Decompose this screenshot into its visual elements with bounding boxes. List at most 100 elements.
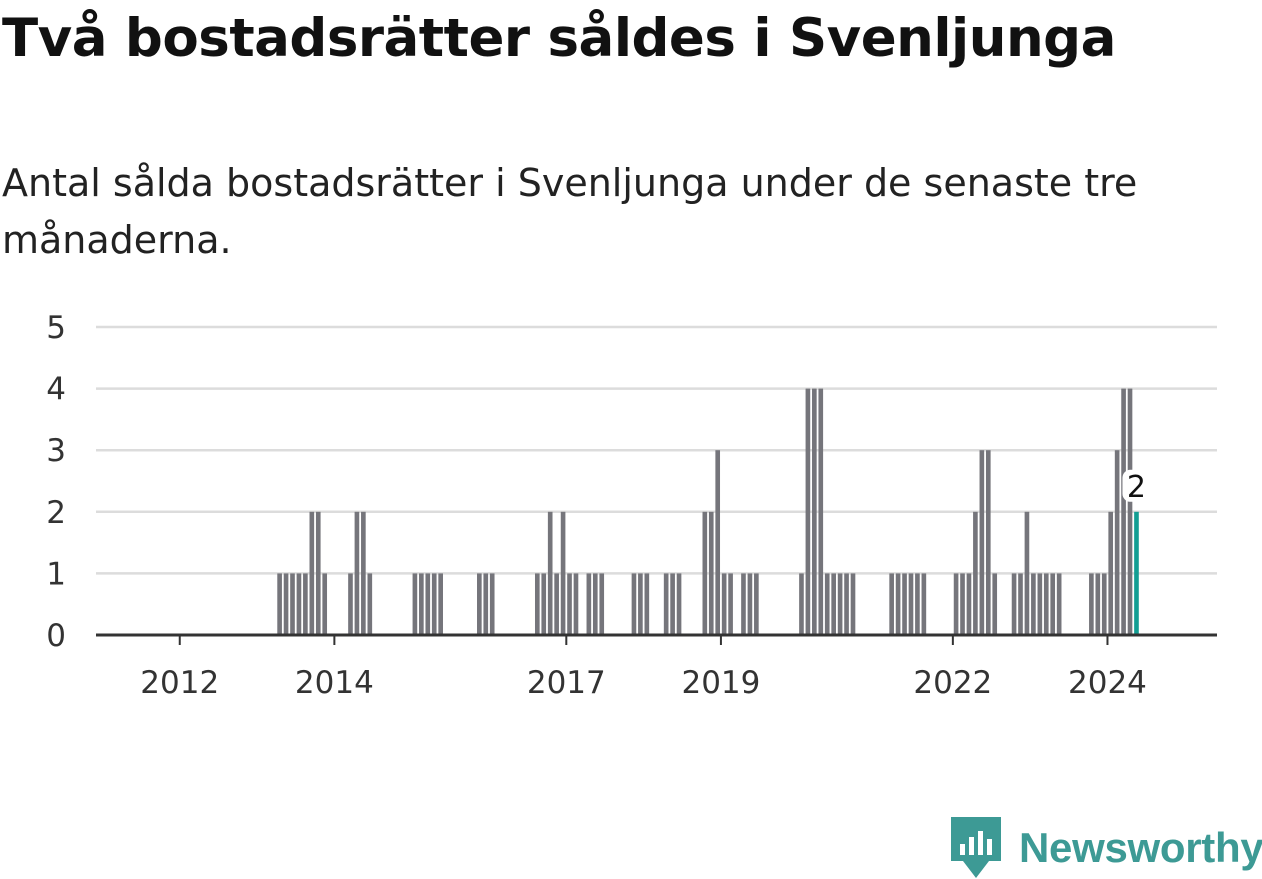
bar [586, 573, 592, 635]
bar [812, 388, 817, 635]
bar [419, 573, 424, 635]
bar [277, 573, 282, 635]
bar [309, 511, 315, 635]
bar [702, 511, 708, 635]
bar [915, 573, 920, 635]
x-tick-label: 2017 [527, 665, 606, 701]
bar [412, 573, 418, 635]
bar [638, 573, 643, 635]
gridlines [96, 325, 1217, 575]
brand-name: Newsworthy [1019, 824, 1262, 871]
y-tick-label: 0 [46, 618, 66, 654]
bar [837, 573, 843, 635]
highlight-label-bg [1122, 469, 1151, 502]
bar [315, 511, 321, 635]
bar [483, 573, 489, 635]
bar [992, 573, 998, 635]
bar [889, 573, 894, 635]
y-tick-label: 2 [46, 495, 66, 531]
bar [960, 573, 965, 635]
bar [425, 573, 431, 635]
bar [985, 450, 991, 635]
bar [573, 573, 579, 635]
bar [895, 573, 901, 635]
x-tick-label: 2024 [1068, 665, 1147, 701]
bar [1011, 573, 1017, 635]
bar [728, 573, 733, 635]
bar [1121, 388, 1126, 635]
bar [644, 573, 650, 635]
newsworthy-logo: Newsworthy [951, 817, 1262, 879]
bar [489, 573, 495, 635]
bars [277, 388, 1139, 635]
bar [1114, 450, 1120, 635]
bar [631, 573, 637, 635]
bar [805, 388, 811, 635]
bar [1037, 573, 1043, 635]
y-tick-label: 5 [46, 310, 66, 346]
bar [599, 573, 605, 635]
bar-highlighted [1134, 511, 1139, 635]
x-tick-label: 2019 [681, 665, 760, 701]
bar [908, 573, 914, 635]
bar [921, 573, 927, 635]
bar [844, 573, 849, 635]
bar [290, 573, 295, 635]
bar [560, 511, 566, 635]
bar [354, 511, 360, 635]
bar [367, 573, 373, 635]
bar [676, 573, 682, 635]
bar [1101, 573, 1107, 635]
bar [799, 573, 804, 635]
highlight-value-label: 2 [1127, 470, 1146, 505]
bar [1108, 511, 1114, 635]
bar [541, 573, 547, 635]
bar [296, 573, 302, 635]
bar [283, 573, 289, 635]
bar [1024, 511, 1030, 635]
bar [554, 573, 559, 635]
x-tick-label: 2012 [140, 665, 219, 701]
bar [831, 573, 836, 635]
chart-title: Två bostadsrätter såldes i Svenljunga [2, 8, 1116, 69]
bar [1089, 573, 1094, 635]
bar [1050, 573, 1056, 635]
bar [1127, 388, 1133, 635]
bar [670, 573, 675, 635]
bar-chart: 0 1 2 3 4 5 2012 2014 2017 2019 2022 2024 2 [46, 310, 1217, 701]
bar [754, 573, 759, 635]
bar [966, 573, 972, 635]
bar [567, 573, 572, 635]
bar [1031, 573, 1036, 635]
chart-subtitle: Antal sålda bostadsrätter i Svenljunga u… [2, 161, 1138, 262]
bar [721, 573, 727, 635]
bar [348, 573, 353, 635]
y-tick-label: 1 [46, 556, 66, 592]
bar [1095, 573, 1101, 635]
bar [477, 573, 482, 635]
bar [1043, 573, 1049, 635]
bar [715, 450, 721, 635]
bar [361, 511, 366, 635]
bar [303, 573, 308, 635]
bar [850, 573, 856, 635]
bar [747, 573, 753, 635]
bar [322, 573, 328, 635]
x-tick-label: 2022 [913, 665, 992, 701]
bar [431, 573, 437, 635]
bar [979, 450, 985, 635]
bar [1018, 573, 1023, 635]
bar [547, 511, 553, 635]
bar [824, 573, 830, 635]
axes [96, 633, 1217, 645]
newsworthy-chart-bubble-icon [951, 817, 1001, 878]
y-tick-label: 4 [46, 372, 66, 408]
bar [1056, 573, 1062, 635]
bar [592, 573, 598, 635]
bar [708, 511, 714, 635]
bar [973, 511, 978, 635]
bar [534, 573, 540, 635]
labels: 0 1 2 3 4 5 2012 2014 2017 2019 2022 2024 2 [46, 310, 1151, 701]
bar [663, 573, 669, 635]
bar [741, 573, 746, 635]
